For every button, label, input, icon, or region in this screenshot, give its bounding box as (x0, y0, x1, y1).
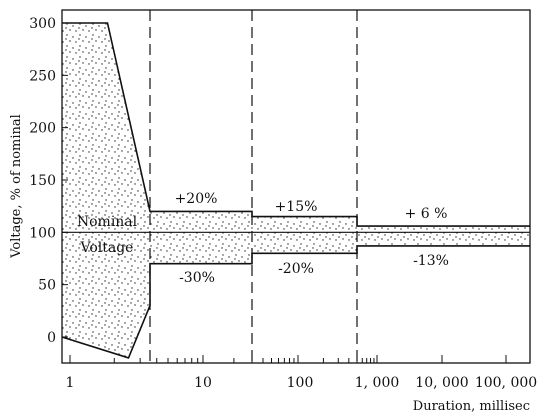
y-tick-label: 100 (29, 225, 56, 241)
x-tick-label: 10, 000 (415, 375, 468, 391)
x-tick-label: 1 (66, 375, 75, 391)
annotation: -20% (278, 261, 314, 277)
annotation: + 6 % (405, 206, 448, 222)
x-axis-label: Duration, millisec (413, 399, 530, 414)
annotations: +20% -30% +15% -20% + 6 % -13% Nominal Voltage (77, 191, 449, 286)
y-tick-label: 50 (38, 278, 56, 294)
x-tick-label: 100, 000 (475, 375, 537, 391)
ticks: 0 50 100 150 200 250 300 1 10 100 1, 000 10, 000 100… (29, 16, 537, 391)
y-tick-label: 250 (29, 68, 56, 84)
y-tick-label: 150 (29, 173, 56, 189)
y-tick-label: 0 (47, 330, 56, 346)
y-axis-label: Voltage, % of nominal (9, 114, 24, 259)
y-tick-label: 200 (29, 121, 56, 137)
x-tick-label: 10 (194, 375, 212, 391)
tolerance-band (62, 23, 530, 358)
plot-frame (61, 9, 531, 364)
band-stipple (62, 23, 530, 358)
x-tick-label: 100 (287, 375, 314, 391)
y-tick-label: 300 (29, 16, 56, 32)
annotation: -13% (413, 253, 449, 269)
annotation: +20% (175, 191, 218, 207)
axes (61, 9, 531, 364)
annotation: +15% (275, 199, 318, 215)
tolerance-lines (61, 10, 530, 363)
annotation: Nominal (77, 214, 138, 230)
annotation: -30% (179, 270, 215, 286)
annotation: Voltage (80, 240, 134, 256)
x-tick-label: 1, 000 (355, 375, 400, 391)
